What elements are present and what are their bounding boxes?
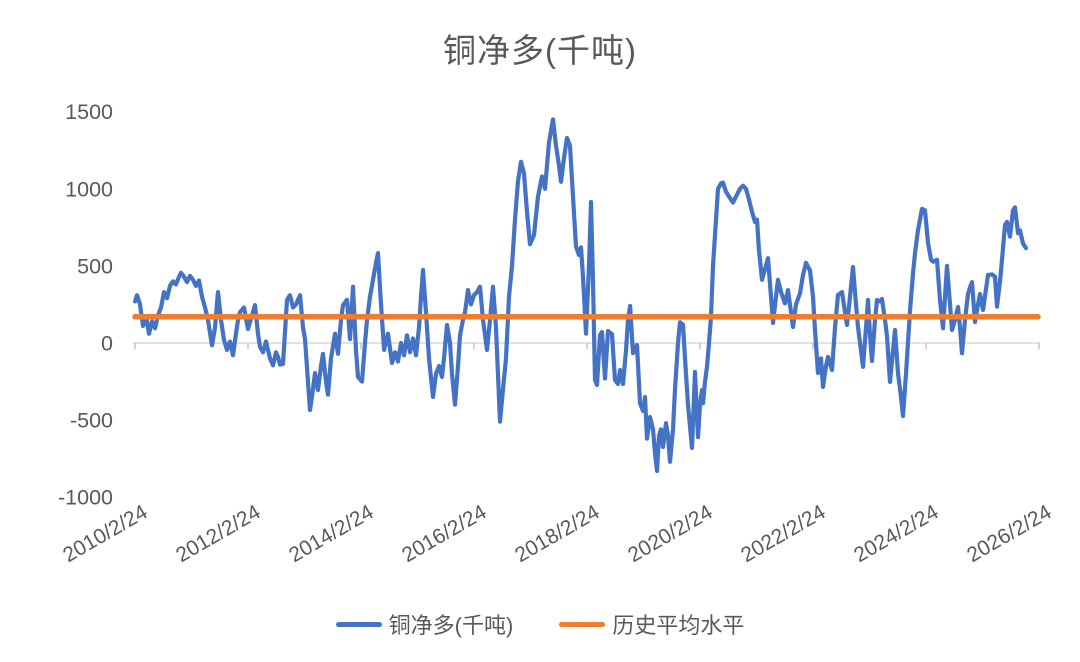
average-line-swatch (559, 621, 606, 627)
x-axis-label: 2024/2/24 (850, 500, 943, 567)
legend-item-copper-net-long: 铜净多(千吨) (335, 608, 514, 640)
x-axis-label: 2020/2/24 (624, 500, 717, 567)
x-axis-label: 2016/2/24 (398, 500, 491, 567)
x-axis-label: 2012/2/24 (172, 500, 265, 567)
chart-title: 铜净多(千吨) (443, 32, 637, 69)
legend-label-copper-net-long: 铜净多(千吨) (388, 613, 514, 638)
y-axis-label: 1000 (65, 177, 113, 201)
legend-item-historical-average: 历史平均水平 (559, 608, 744, 640)
x-axis-label: 2026/2/24 (963, 500, 1056, 567)
x-axis-label: 2010/2/24 (59, 500, 152, 567)
y-axis-label: 0 (101, 332, 113, 356)
y-axis-label: -1000 (58, 486, 113, 510)
y-axis-label: 500 (77, 254, 113, 278)
y-axis-label: 1500 (65, 100, 113, 124)
x-axis-label: 2014/2/24 (285, 500, 378, 567)
x-axis-label: 2022/2/24 (737, 500, 830, 567)
series-line-copper-net-long (132, 117, 1029, 474)
legend: 铜净多(千吨) 历史平均水平 (0, 608, 1080, 640)
legend-label-historical-average: 历史平均水平 (612, 613, 745, 638)
series-line-swatch (335, 621, 382, 627)
y-axis-label: -500 (70, 409, 113, 433)
x-axis-label: 2018/2/24 (511, 500, 604, 567)
